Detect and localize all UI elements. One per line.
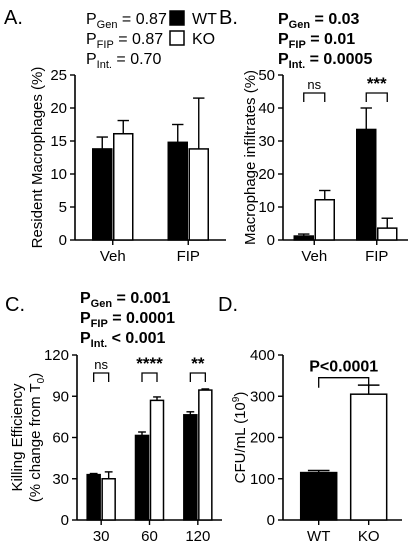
bar-ko-veh <box>113 132 134 241</box>
significance-label: **** <box>136 354 163 373</box>
y-tick-label: 0 <box>59 232 67 249</box>
panel-label: D. <box>218 294 238 316</box>
y-tick-label: 0 <box>267 232 275 249</box>
significance-bracket <box>141 372 158 382</box>
significance-label: *** <box>367 74 387 93</box>
bar-wt-veh <box>92 148 113 241</box>
p-value-line: PInt. < 0.001 <box>80 330 166 350</box>
x-tick-label: FIP <box>177 248 200 265</box>
bar-ko-120 <box>198 389 213 521</box>
y-axis-label: Macrophage infiltrates (%) <box>242 70 259 245</box>
bar-ko-60 <box>149 399 165 521</box>
p-value-line: PInt. = 0.70 <box>86 51 161 71</box>
bar-ko-30 <box>101 478 116 521</box>
y-tick-label: 0 <box>61 512 69 529</box>
y-axis-label-2: (% change from T0) <box>27 373 47 503</box>
y-tick-label: 120 <box>44 347 69 364</box>
significance-bracket <box>303 92 326 102</box>
significance-label: P<0.0001 <box>309 359 378 376</box>
y-axis-label: CFU/mL (109) <box>231 392 249 484</box>
p-value-line: PGen = 0.87 <box>86 11 167 31</box>
bar-wt-veh <box>293 235 314 241</box>
y-tick-label: 20 <box>50 100 67 117</box>
y-axis-label: Resident Macrophages (%) <box>29 67 46 249</box>
y-tick-label: 300 <box>250 388 275 405</box>
significance-label: ns <box>307 77 321 92</box>
y-tick-label: 5 <box>59 199 67 216</box>
y-axis-label: Killing Efficiency <box>9 383 26 492</box>
p-value-line: PInt. = 0.0005 <box>278 51 372 71</box>
legend-label-ko: KO <box>192 31 215 48</box>
p-value-line: PGen = 0.03 <box>278 11 360 31</box>
x-tick-label: KO <box>358 528 380 545</box>
significance-bracket <box>189 372 206 382</box>
bar-ko-veh <box>314 198 335 241</box>
y-tick-label: 30 <box>52 471 69 488</box>
x-tick-label: WT <box>307 528 330 545</box>
panel-label: C. <box>5 294 25 316</box>
significance-bracket <box>365 92 388 102</box>
p-value-line: PFIP = 0.01 <box>278 31 355 51</box>
y-tick-label: 40 <box>258 100 275 117</box>
bar-wt-30 <box>86 473 101 521</box>
y-tick-label: 25 <box>50 67 67 84</box>
p-value-line: PFIP = 0.87 <box>86 31 163 51</box>
bar-wt <box>299 471 338 521</box>
y-tick-label: 90 <box>52 388 69 405</box>
y-tick-label: 20 <box>258 166 275 183</box>
x-tick-label: 30 <box>93 528 110 545</box>
y-tick-label: 30 <box>258 133 275 150</box>
panel-d: D. 0 100 200 300 400 CFU/mL (109) WT KO P<0.0001 <box>218 294 402 545</box>
legend: WT KO <box>169 10 217 48</box>
x-tick-label: 60 <box>141 528 158 545</box>
p-value-line: PGen = 0.001 <box>80 290 170 310</box>
y-tick-label: 10 <box>258 199 275 216</box>
panel-label: B. <box>219 7 238 29</box>
x-tick-label: FIP <box>365 248 388 265</box>
bar-ko <box>349 393 388 521</box>
y-tick-label: 60 <box>52 430 69 447</box>
bar-ko-fip <box>188 148 209 241</box>
y-tick-label: 50 <box>258 67 275 84</box>
legend-swatch-wt <box>169 10 185 26</box>
p-value-line: PFIP = 0.0001 <box>80 310 175 330</box>
panel-label: A. <box>4 7 23 29</box>
y-tick-label: 15 <box>50 133 67 150</box>
legend-label-wt: WT <box>192 11 217 28</box>
significance-label: ns <box>94 357 108 372</box>
significance-bracket <box>93 372 110 382</box>
bar-ko-fip <box>377 227 398 241</box>
x-tick-label: Veh <box>301 248 327 265</box>
bar-wt-120 <box>183 414 198 521</box>
y-tick-label: 0 <box>267 512 275 529</box>
y-tick-label: 10 <box>50 166 67 183</box>
y-tick-label: 100 <box>250 471 275 488</box>
y-tick-label: 200 <box>250 430 275 447</box>
bar-wt-60 <box>134 434 150 521</box>
x-tick-label: 120 <box>185 528 210 545</box>
y-tick-label: 400 <box>250 347 275 364</box>
bar-wt-fip <box>167 141 188 241</box>
bar-wt-fip <box>356 128 377 241</box>
legend-swatch-ko <box>169 30 185 46</box>
significance-bracket <box>318 377 370 388</box>
significance-label: ** <box>191 354 205 373</box>
x-tick-label: Veh <box>100 248 126 265</box>
